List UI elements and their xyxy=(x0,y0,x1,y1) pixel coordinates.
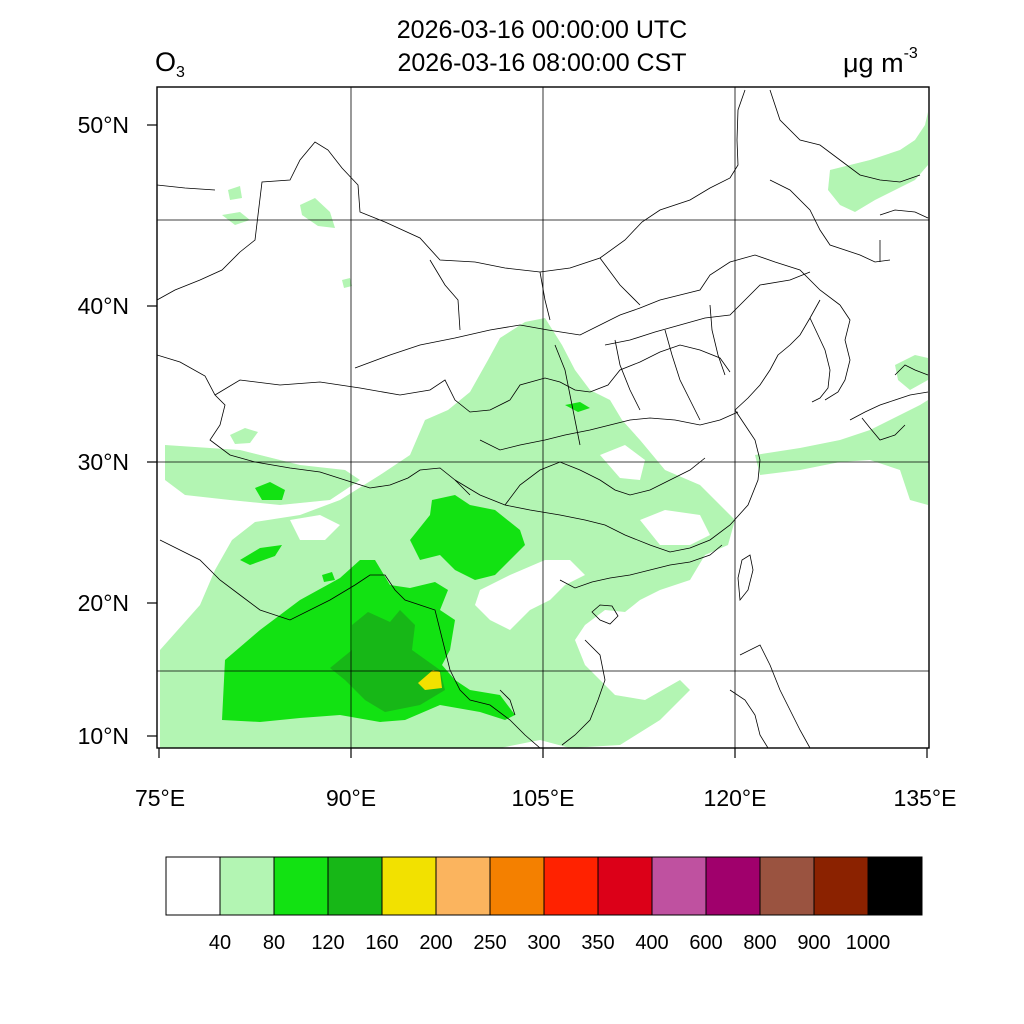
colorbar-swatch xyxy=(273,856,329,916)
colorbar-label: 250 xyxy=(473,932,507,954)
variable-name: O3 xyxy=(155,47,185,82)
colorbar-label: 1000 xyxy=(845,932,891,954)
colorbar-swatch xyxy=(651,856,707,916)
lat-label-20n: 20°N xyxy=(77,590,129,616)
ozone-field xyxy=(160,112,928,748)
colorbar-label: 120 xyxy=(311,932,345,954)
ozone-160-200 xyxy=(418,670,442,690)
lon-label-105e: 105°E xyxy=(511,785,575,811)
graticule xyxy=(157,87,929,748)
colorbar-label: 200 xyxy=(419,932,453,954)
variable-subscript: 3 xyxy=(176,64,185,81)
variable-symbol: O xyxy=(155,47,177,77)
lon-label-90e: 90°E xyxy=(325,785,377,811)
colorbar-label: 80 xyxy=(262,932,286,954)
colorbar-swatch xyxy=(435,856,491,916)
ozone-120-160 xyxy=(330,610,445,712)
colorbar-swatch xyxy=(597,856,653,916)
colorbar-label: 40 xyxy=(208,932,232,954)
units-label: μg m-3 xyxy=(843,45,918,79)
colorbar-label: 350 xyxy=(581,932,615,954)
colorbar-swatch xyxy=(867,856,923,916)
colorbar-swatch xyxy=(705,856,761,916)
lon-label-120e: 120°E xyxy=(703,785,767,811)
colorbar xyxy=(165,856,923,916)
colorbar-label: 300 xyxy=(527,932,561,954)
axis-ticks xyxy=(147,124,928,758)
colorbar-swatch xyxy=(381,856,437,916)
title-utc: 2026-03-16 00:00:00 UTC xyxy=(396,16,688,44)
colorbar-swatch xyxy=(327,856,383,916)
lon-label-75e: 75°E xyxy=(134,785,186,811)
lat-label-50n: 50°N xyxy=(77,112,129,138)
colorbar-label: 800 xyxy=(743,932,777,954)
colorbar-label: 900 xyxy=(797,932,831,954)
lat-label-10n: 10°N xyxy=(77,723,129,749)
boundaries xyxy=(157,89,929,748)
colorbar-swatch xyxy=(219,856,275,916)
colorbar-label: 400 xyxy=(635,932,669,954)
colorbar-label: 600 xyxy=(689,932,723,954)
title-cst: 2026-03-16 08:00:00 CST xyxy=(397,49,687,77)
colorbar-swatch xyxy=(543,856,599,916)
units-text: μg m xyxy=(843,48,904,78)
colorbar-swatch xyxy=(759,856,815,916)
colorbar-swatch xyxy=(489,856,545,916)
lat-label-30n: 30°N xyxy=(77,449,129,475)
units-superscript: -3 xyxy=(903,45,918,62)
colorbar-label: 160 xyxy=(365,932,399,954)
lon-label-135e: 135°E xyxy=(893,785,957,811)
colorbar-swatch xyxy=(165,856,221,916)
lat-label-40n: 40°N xyxy=(77,293,129,319)
colorbar-swatch xyxy=(813,856,869,916)
